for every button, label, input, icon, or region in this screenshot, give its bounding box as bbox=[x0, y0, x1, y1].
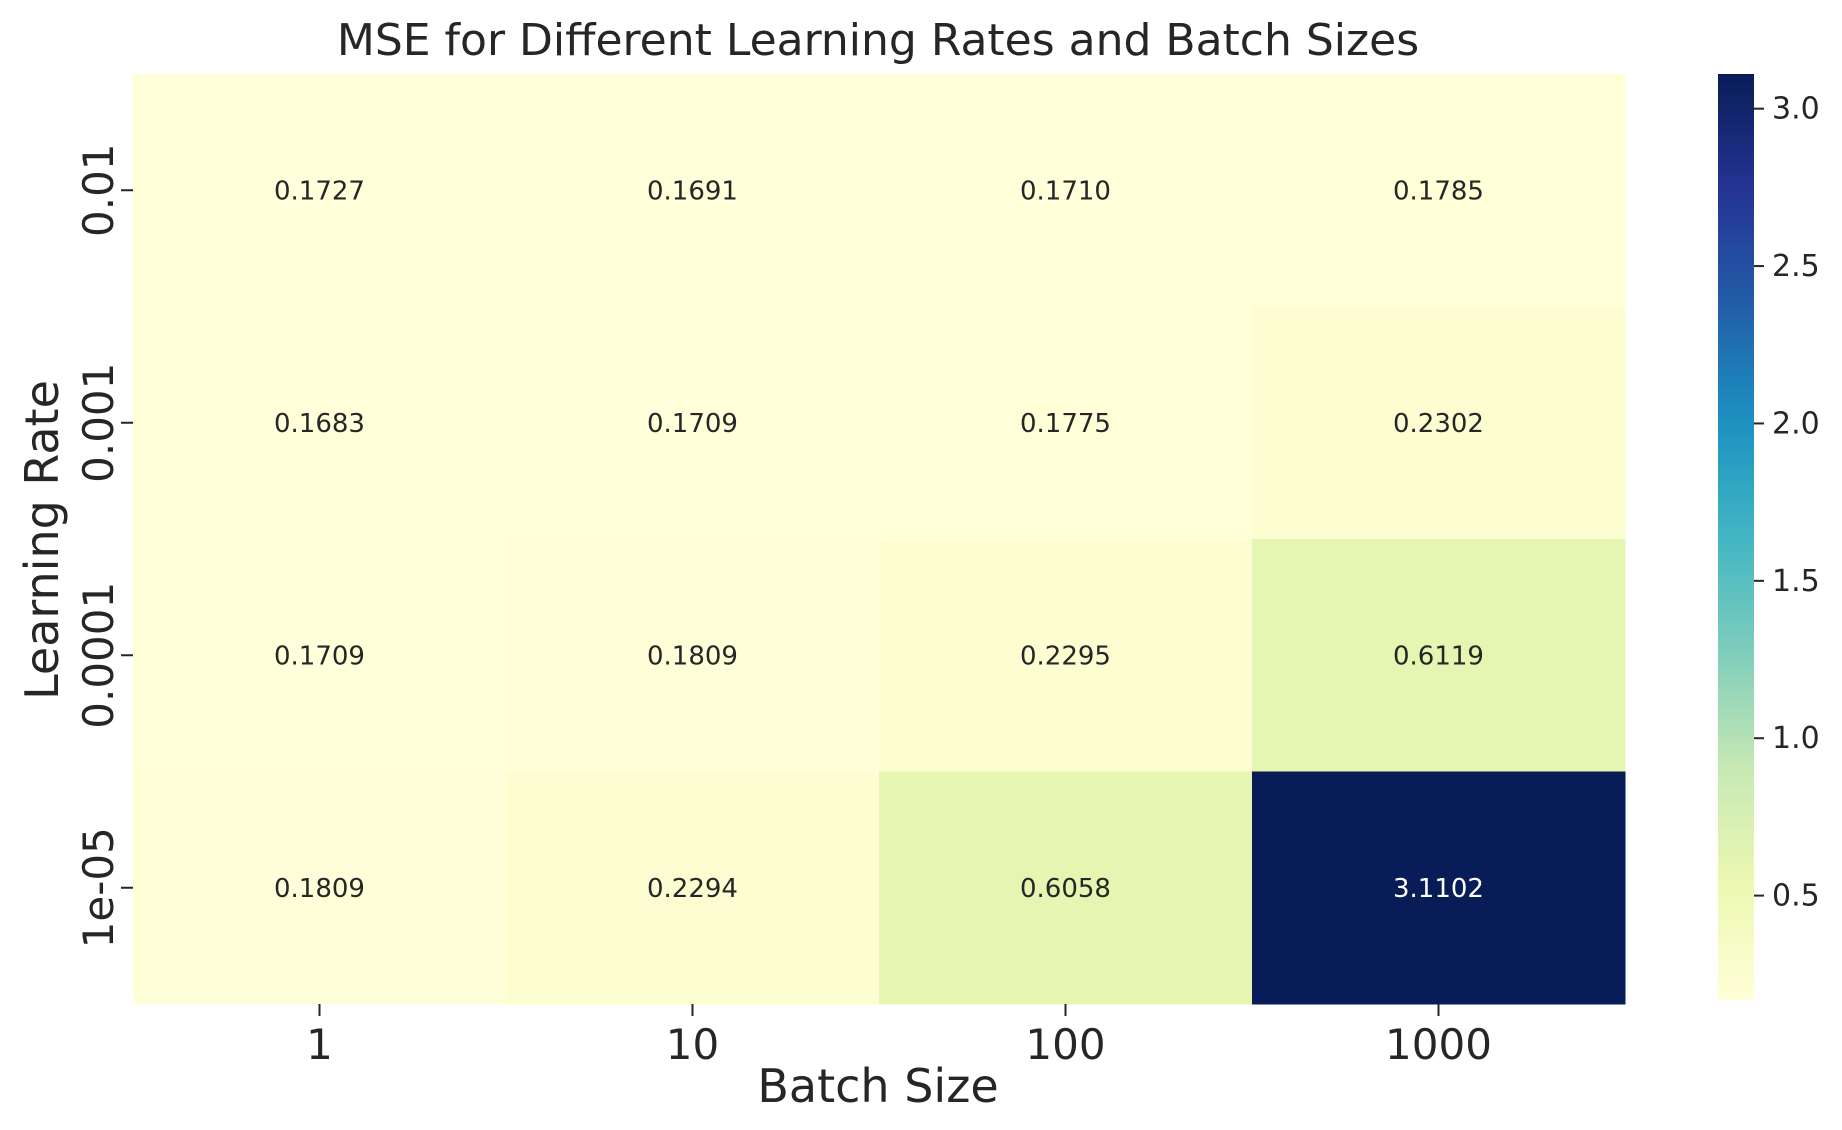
cell-value-label: 0.1691 bbox=[647, 176, 738, 206]
cell-value-label: 0.1809 bbox=[274, 874, 365, 904]
cell-value-label: 0.1785 bbox=[1393, 176, 1484, 206]
y-tick-label: 0.01 bbox=[74, 143, 123, 237]
cell-value-label: 0.1709 bbox=[647, 409, 738, 439]
heatmap-cell bbox=[133, 771, 507, 1005]
cell-value-label: 0.1775 bbox=[1020, 409, 1111, 439]
y-tick-label: 0.001 bbox=[74, 363, 123, 483]
heatmap-cell bbox=[506, 771, 880, 1005]
colorbar-tick-label: 3.0 bbox=[1772, 92, 1820, 127]
heatmap-cell bbox=[1252, 74, 1626, 307]
cell-value-label: 0.6119 bbox=[1393, 641, 1484, 671]
heatmap-cell bbox=[879, 771, 1253, 1005]
y-tick-label: 0.0001 bbox=[74, 582, 123, 729]
heatmap-cell bbox=[506, 306, 880, 540]
colorbar-gradient bbox=[1718, 74, 1754, 1000]
heatmap-cells bbox=[133, 74, 1626, 1005]
cell-value-label: 0.1683 bbox=[274, 409, 365, 439]
colorbar: 0.5 1.0 1.5 2.0 2.5 3.0 bbox=[1718, 74, 1820, 1000]
colorbar-tick-label: 0.5 bbox=[1772, 879, 1820, 914]
cell-value-label: 3.1102 bbox=[1393, 874, 1484, 904]
heatmap-cell bbox=[1252, 306, 1626, 540]
heatmap-cell-labels: 0.1727 0.1691 0.1710 0.1785 0.1683 0.1709 0.17… bbox=[274, 176, 1484, 904]
x-tick-label: 10 bbox=[666, 1020, 719, 1069]
cell-value-label: 0.2302 bbox=[1393, 409, 1484, 439]
y-axis: 0.01 0.001 0.0001 1e-05 bbox=[74, 143, 133, 948]
heatmap-cell bbox=[879, 306, 1253, 540]
x-tick-label: 1000 bbox=[1385, 1020, 1492, 1069]
cell-value-label: 0.2295 bbox=[1020, 641, 1111, 671]
cell-value-label: 0.1710 bbox=[1020, 176, 1111, 206]
x-axis: 1 10 100 1000 bbox=[306, 1004, 1492, 1069]
heatmap-cell bbox=[506, 74, 880, 307]
cell-value-label: 0.2294 bbox=[647, 874, 738, 904]
y-tick-label: 1e-05 bbox=[74, 827, 123, 948]
heatmap-cell bbox=[1252, 771, 1626, 1005]
heatmap-cell bbox=[133, 306, 507, 540]
x-tick-label: 100 bbox=[1025, 1020, 1105, 1069]
y-axis-label: Learning Rate bbox=[15, 380, 69, 700]
colorbar-tick-label: 2.5 bbox=[1772, 249, 1820, 284]
heatmap-cell bbox=[133, 74, 507, 307]
x-axis-label: Batch Size bbox=[757, 1059, 998, 1113]
heatmap-cell bbox=[506, 539, 880, 772]
colorbar-tick-label: 1.0 bbox=[1772, 721, 1820, 756]
chart-title: MSE for Different Learning Rates and Bat… bbox=[337, 15, 1419, 66]
x-tick-label: 1 bbox=[306, 1020, 333, 1069]
heatmap-cell bbox=[1252, 539, 1626, 772]
cell-value-label: 0.1709 bbox=[274, 641, 365, 671]
colorbar-tick-label: 1.5 bbox=[1772, 564, 1820, 599]
heatmap-cell bbox=[133, 539, 507, 772]
cell-value-label: 0.6058 bbox=[1020, 874, 1111, 904]
colorbar-tick-label: 2.0 bbox=[1772, 406, 1820, 441]
heatmap-cell bbox=[879, 539, 1253, 772]
cell-value-label: 0.1809 bbox=[647, 641, 738, 671]
cell-value-label: 0.1727 bbox=[274, 176, 365, 206]
heatmap-cell bbox=[879, 74, 1253, 307]
